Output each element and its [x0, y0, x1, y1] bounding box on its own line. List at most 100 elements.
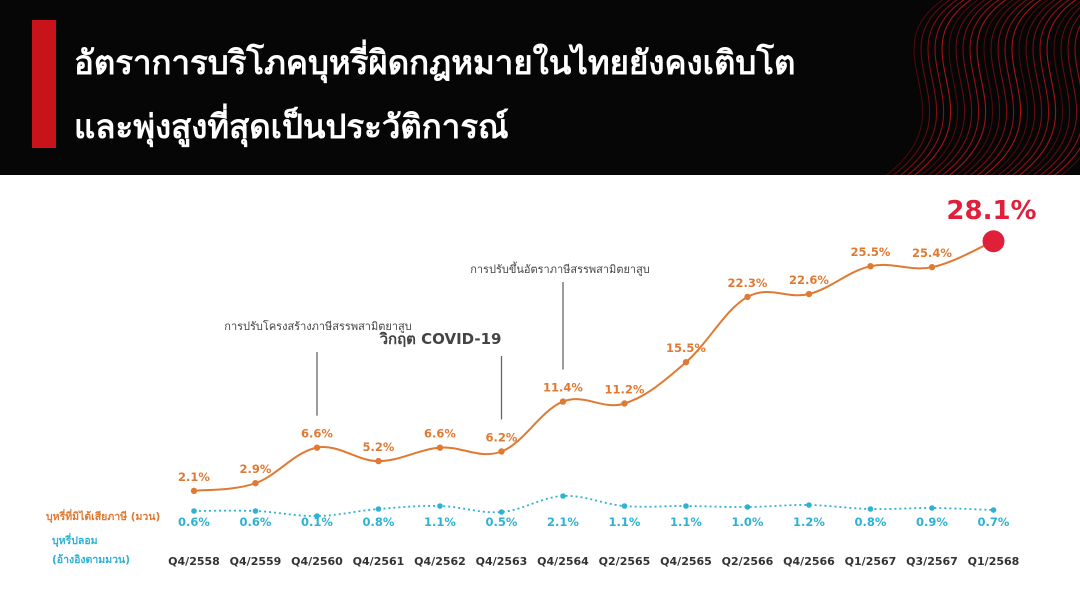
- counterfeit-data-label: 1.2%: [793, 515, 825, 529]
- counterfeit-point: [437, 503, 443, 509]
- x-tick-label: Q4/2561: [353, 555, 405, 568]
- wave-line: [913, 0, 972, 175]
- annotation-label: การปรับขึ้นอัตราภาษีสรรพสามิตยาสูบ: [470, 261, 650, 276]
- decorative-waves: [885, 0, 1080, 175]
- counterfeit-point: [314, 513, 320, 519]
- x-tick-label: Q4/2566: [783, 555, 835, 568]
- illicit-point: [313, 444, 321, 451]
- illicit-data-label: 6.6%: [301, 427, 333, 441]
- x-tick-label: Q4/2563: [476, 555, 528, 568]
- title-accent-bar: [32, 20, 56, 148]
- wave-line: [1039, 14, 1080, 175]
- illicit-data-label: 11.2%: [605, 382, 645, 396]
- counterfeit-point: [560, 493, 566, 499]
- wave-line: [997, 0, 1056, 175]
- x-tick-label: Q4/2559: [230, 555, 282, 568]
- wave-line: [1053, 147, 1080, 175]
- counterfeit-point: [375, 506, 382, 512]
- counterfeit-data-label: 0.8%: [855, 515, 887, 529]
- page-title-line2: และพุ่งสูงที่สุดเป็นประวัติการณ์: [74, 107, 509, 146]
- illicit-point: [190, 487, 198, 495]
- counterfeit-data-label: 2.1%: [547, 515, 579, 529]
- illicit-point: [559, 398, 567, 405]
- illicit-data-label: 6.6%: [424, 427, 456, 441]
- counterfeit-data-label: 1.1%: [424, 515, 456, 529]
- counterfeit-point: [867, 506, 874, 512]
- wave-line: [1032, 7, 1080, 175]
- wave-line: [955, 0, 1014, 175]
- x-tick-label: Q4/2562: [414, 555, 466, 568]
- illicit-data-label: 25.5%: [851, 245, 891, 259]
- counterfeit-point: [498, 509, 505, 515]
- illicit-data-label: 11.4%: [543, 381, 583, 395]
- x-tick-label: Q4/2560: [291, 555, 343, 568]
- wave-line: [1011, 0, 1070, 175]
- x-tick-label: Q1/2567: [845, 555, 897, 568]
- illicit-point: [867, 263, 874, 270]
- counterfeit-data-label: 0.1%: [301, 515, 333, 529]
- x-tick-label: Q1/2568: [968, 555, 1020, 568]
- counterfeit-data-label: 0.7%: [978, 515, 1010, 529]
- wave-line: [983, 0, 1042, 175]
- counterfeit-point: [683, 503, 689, 509]
- counterfeit-point: [929, 505, 935, 511]
- illicit-cigarette-chart: การปรับโครงสร้างภาษีสรรพสามิตยาสูบวิกฤต …: [46, 196, 1037, 568]
- illicit-data-label: 2.1%: [178, 470, 210, 484]
- counterfeit-data-label: 1.1%: [609, 515, 641, 529]
- illicit-point: [744, 293, 751, 301]
- counterfeit-data-label: 0.6%: [240, 515, 272, 529]
- counterfeit-point: [806, 502, 812, 508]
- wave-line: [899, 0, 958, 175]
- illicit-data-label: 25.4%: [912, 246, 952, 260]
- wave-line: [962, 0, 1021, 175]
- wave-line: [885, 0, 944, 175]
- wave-line: [1018, 0, 1077, 175]
- counterfeit-point: [252, 508, 259, 514]
- illicit-data-label: 2.9%: [240, 462, 272, 476]
- latest-highlight-dot: [982, 230, 1005, 253]
- wave-line: [934, 0, 993, 175]
- annotation-label: การปรับโครงสร้างภาษีสรรพสามิตยาสูบ: [224, 319, 411, 333]
- wave-line: [892, 0, 951, 175]
- counterfeit-data-label: 0.5%: [486, 515, 518, 529]
- wave-line: [1004, 0, 1063, 175]
- wave-line: [976, 0, 1035, 175]
- counterfeit-series-line: [193, 495, 994, 517]
- legend-counterfeit-line2: (อ้างอิงตามมวน): [52, 553, 130, 566]
- wave-line: [927, 0, 986, 175]
- x-tick-label: Q4/2565: [660, 555, 712, 568]
- illicit-point: [375, 457, 382, 465]
- x-tick-label: Q4/2564: [537, 555, 589, 568]
- counterfeit-data-label: 0.8%: [363, 515, 395, 529]
- counterfeit-data-label: 1.0%: [732, 515, 764, 529]
- counterfeit-data-label: 0.9%: [916, 515, 948, 529]
- illicit-point: [928, 263, 936, 271]
- illicit-data-label: 22.6%: [789, 273, 829, 287]
- wave-line: [1025, 1, 1080, 175]
- header-banner: อัตราการบริโภคบุหรี่ผิดกฎหมายในไทยยังคงเ…: [0, 0, 1080, 175]
- latest-value-label: 28.1%: [946, 196, 1036, 226]
- illicit-point: [805, 290, 813, 298]
- counterfeit-point: [191, 508, 197, 514]
- counterfeit-data-label: 1.1%: [670, 515, 702, 529]
- wave-line: [948, 0, 1007, 175]
- illicit-point: [682, 359, 690, 366]
- wave-line: [920, 0, 979, 175]
- illicit-point: [252, 479, 259, 487]
- x-tick-label: Q3/2567: [906, 555, 958, 568]
- illicit-series-line: [193, 240, 994, 492]
- wave-line: [969, 0, 1028, 175]
- legend-counterfeit-line1: บุหรี่ปลอม: [52, 532, 98, 548]
- x-tick-label: Q2/2566: [722, 555, 774, 568]
- wave-line: [941, 0, 1000, 175]
- annotation-label: วิกฤต COVID-19: [379, 330, 502, 348]
- counterfeit-point: [621, 503, 628, 509]
- illicit-data-label: 5.2%: [363, 440, 395, 454]
- legend-illicit: บุหรี่ที่มิได้เสียภาษี (มวน): [46, 508, 160, 524]
- illicit-point: [621, 400, 628, 407]
- x-tick-label: Q2/2565: [599, 555, 651, 568]
- illicit-data-label: 15.5%: [666, 341, 706, 355]
- counterfeit-data-label: 0.6%: [178, 515, 210, 529]
- counterfeit-point: [990, 507, 997, 513]
- illicit-point: [498, 448, 505, 455]
